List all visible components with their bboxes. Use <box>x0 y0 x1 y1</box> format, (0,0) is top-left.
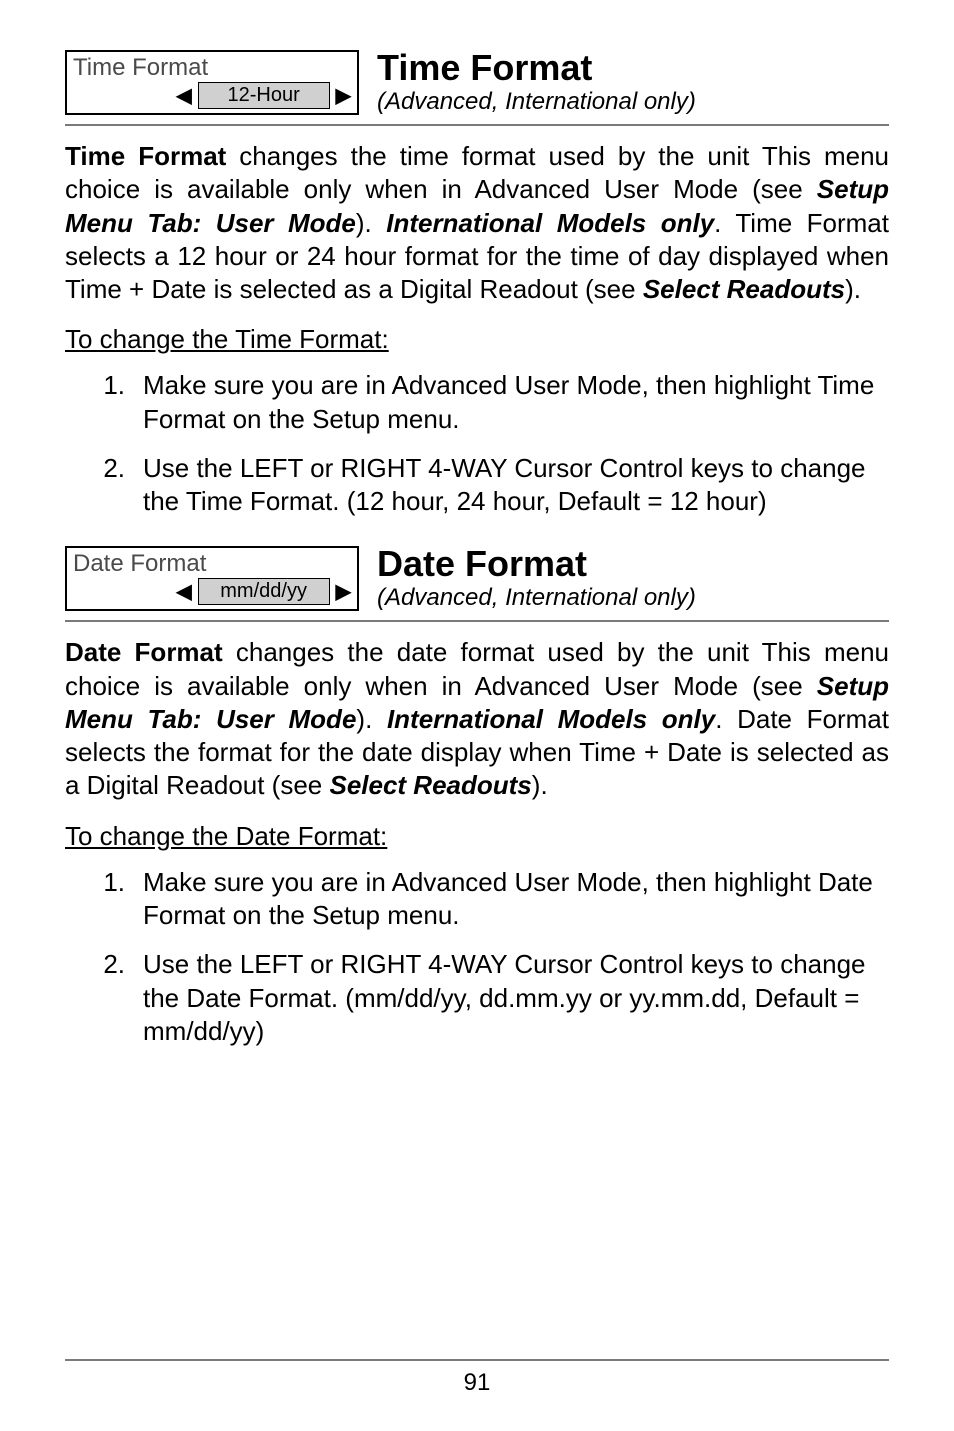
list-item-text: Make sure you are in Advanced User Mode,… <box>143 866 889 933</box>
section-header-date: Date Format ◀ mm/dd/yy ▶ Date Format (Ad… <box>65 546 889 618</box>
arrow-left-icon: ◀ <box>176 83 191 108</box>
list-item-text: Use the LEFT or RIGHT 4-WAY Cursor Contr… <box>143 452 889 519</box>
section-subtitle: (Advanced, International only) <box>377 88 889 122</box>
menu-widget-value: mm/dd/yy <box>198 578 330 605</box>
arrow-right-icon: ▶ <box>336 579 351 604</box>
section-subtitle: (Advanced, International only) <box>377 584 889 618</box>
section-title: Time Format <box>377 50 889 86</box>
section-title-block: Time Format (Advanced, International onl… <box>377 50 889 122</box>
text-run: ). <box>532 770 548 800</box>
list-item-text: Make sure you are in Advanced User Mode,… <box>143 369 889 436</box>
list-item-number: 1. <box>65 369 143 436</box>
numbered-list-time: 1.Make sure you are in Advanced User Mod… <box>65 369 889 518</box>
list-item-number: 2. <box>65 948 143 1048</box>
arrow-left-icon: ◀ <box>176 579 191 604</box>
text-run: International Models only <box>387 704 715 734</box>
section-header-time: Time Format ◀ 12-Hour ▶ Time Format (Adv… <box>65 50 889 122</box>
page-number: 91 <box>65 1369 889 1397</box>
menu-widget-title: Date Format <box>67 548 357 578</box>
list-item: 1.Make sure you are in Advanced User Mod… <box>65 866 889 933</box>
menu-widget-time-format: Time Format ◀ 12-Hour ▶ <box>65 50 359 115</box>
text-run: Select Readouts <box>329 770 531 800</box>
body-paragraph-date: Date Format changes the date format used… <box>65 636 889 802</box>
menu-widget-title: Time Format <box>67 52 357 82</box>
title-underline <box>65 620 889 622</box>
text-run: ). <box>356 704 387 734</box>
text-run: ). <box>356 208 386 238</box>
list-item: 1.Make sure you are in Advanced User Mod… <box>65 369 889 436</box>
body-paragraph-time: Time Format changes the time format used… <box>65 140 889 306</box>
section-title: Date Format <box>377 546 889 582</box>
text-run: Time Format <box>65 141 226 171</box>
page-footer: 91 <box>65 1359 889 1397</box>
footer-divider <box>65 1359 889 1361</box>
title-underline <box>65 124 889 126</box>
numbered-list-date: 1.Make sure you are in Advanced User Mod… <box>65 866 889 1048</box>
menu-widget-date-format: Date Format ◀ mm/dd/yy ▶ <box>65 546 359 611</box>
list-item-number: 2. <box>65 452 143 519</box>
text-run: International Models only <box>386 208 714 238</box>
list-item: 2.Use the LEFT or RIGHT 4-WAY Cursor Con… <box>65 948 889 1048</box>
arrow-right-icon: ▶ <box>336 83 351 108</box>
subheading-time: To change the Time Format: <box>65 324 889 355</box>
subheading-date: To change the Date Format: <box>65 821 889 852</box>
text-run: Date Format <box>65 637 223 667</box>
menu-widget-value: 12-Hour <box>198 82 330 109</box>
list-item-text: Use the LEFT or RIGHT 4-WAY Cursor Contr… <box>143 948 889 1048</box>
list-item: 2.Use the LEFT or RIGHT 4-WAY Cursor Con… <box>65 452 889 519</box>
menu-widget-value-row: ◀ 12-Hour ▶ <box>67 82 357 113</box>
text-run: ). <box>845 274 861 304</box>
page: Time Format ◀ 12-Hour ▶ Time Format (Adv… <box>0 0 954 1431</box>
list-item-number: 1. <box>65 866 143 933</box>
menu-widget-value-row: ◀ mm/dd/yy ▶ <box>67 578 357 609</box>
section-title-block: Date Format (Advanced, International onl… <box>377 546 889 618</box>
text-run: Select Readouts <box>643 274 845 304</box>
